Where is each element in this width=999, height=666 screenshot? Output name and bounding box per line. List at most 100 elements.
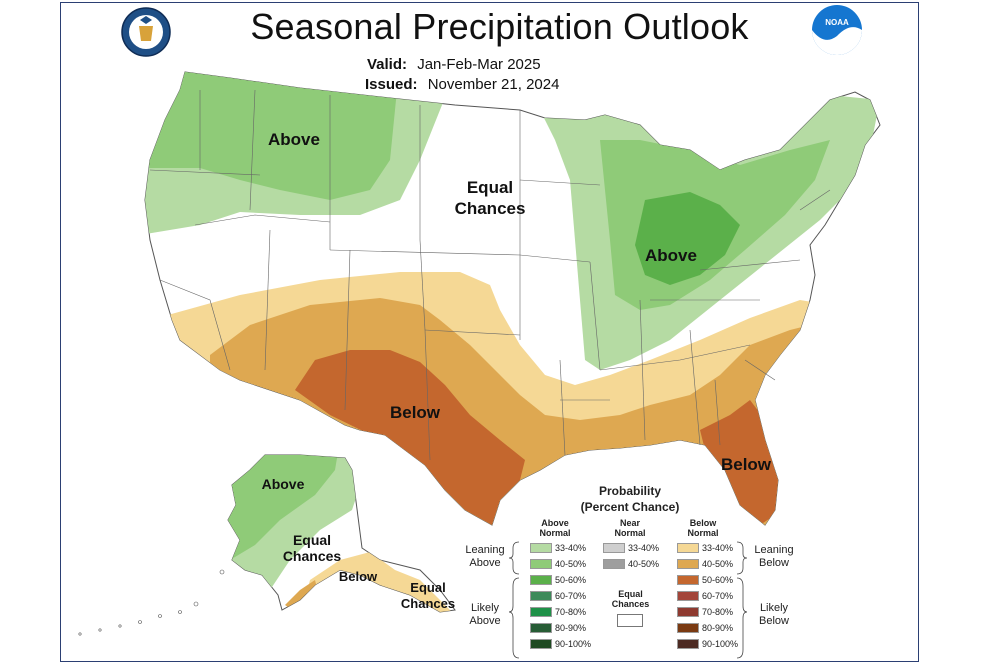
label-ak-above: Above [262,476,305,492]
legend-leaning-above-1: Leaning [465,544,505,556]
legend-below-row: 50-60% [677,574,733,586]
legend-below-label: 70-80% [702,607,734,617]
legend-below-row: 90-100% [677,638,738,650]
legend-above-label: 60-70% [555,591,587,601]
legend-below-header-1: Below [689,518,717,528]
issued-value: November 21, 2024 [427,76,560,93]
noaa-logo-icon: NOAA [812,5,862,55]
legend-below-row: 33-40% [677,542,733,554]
issued-line: Issued: November 21, 2024 [365,76,559,93]
legend-below-label: 50-60% [702,575,734,585]
legend-leaning-above: Leaning Above [455,544,515,570]
legend-above-row: 50-60% [530,574,586,586]
alaska [78,454,456,636]
legend-leaning-below-1: Leaning [754,544,794,556]
legend-likely-below-1: Likely [759,602,789,614]
legend-equal-chances: Equal Chances [603,589,658,609]
legend-above-swatch [530,607,552,617]
legend-near-header-2: Normal [614,528,646,538]
legend-above-header-2: Normal [539,528,571,538]
legend-likely-below: Likely Below [743,602,805,628]
label-aleutian-equal-2: Chances [401,596,455,611]
legend-below-swatch [677,639,699,649]
legend-above-label: 70-80% [555,607,587,617]
legend-title-2: (Percent Chance) [580,500,680,514]
legend-below-swatch [677,543,699,553]
legend-above-swatch [530,623,552,633]
region-nw-above-40 [145,72,400,200]
legend-leaning-above-2: Above [469,557,501,569]
legend-title-1: Probability [598,484,661,498]
legend-likely-above-1: Likely [470,602,500,614]
legend-below-swatch [677,559,699,569]
legend-above-label: 33-40% [555,543,587,553]
commerce-seal-icon [121,7,171,57]
legend-above-swatch [530,559,552,569]
legend-below-label: 80-90% [702,623,734,633]
label-ak-equal-1: Equal [293,532,331,548]
legend-above-header-1: Above [541,518,569,528]
label-south-below: Below [390,403,441,422]
legend-above-swatch [530,575,552,585]
legend-equal-chances-swatch [617,614,643,627]
legend-below-header-2: Normal [687,528,719,538]
region-florida-below-50 [700,400,780,525]
legend-below-swatch [677,607,699,617]
label-gl-above: Above [645,246,697,265]
region-ak-above-40 [228,455,340,560]
legend-above-row: 70-80% [530,606,586,618]
legend-above-swatch [530,639,552,649]
legend-near-label: 40-50% [628,559,660,569]
legend-below-row: 70-80% [677,606,733,618]
legend: Probability (Percent Chance) Above Norma… [455,482,805,662]
legend-near-swatch [603,559,625,569]
legend-leaning-below: Leaning Below [743,544,805,570]
legend-near-row: 40-50% [603,558,659,570]
legend-braces [508,541,748,659]
legend-below-swatch [677,591,699,601]
legend-above-header: Above Normal [525,518,585,538]
label-ak-equal-2: Chances [283,548,342,564]
issued-label: Issued: [365,76,418,93]
region-gl-above-50 [635,192,740,285]
valid-value: Jan-Feb-Mar 2025 [417,56,541,73]
legend-equal-chances-2: Chances [611,599,650,609]
legend-above-label: 90-100% [555,639,592,649]
page-title: Seasonal Precipitation Outlook [250,6,749,47]
legend-near-label: 33-40% [628,543,660,553]
legend-below-label: 90-100% [702,639,739,649]
legend-above-row: 80-90% [530,622,586,634]
label-ak-below: Below [339,569,378,584]
legend-above-swatch [530,591,552,601]
legend-above-row: 60-70% [530,590,586,602]
legend-near-header-1: Near [619,518,640,528]
legend-below-swatch [677,575,699,585]
valid-label: Valid: [367,56,408,73]
legend-below-row: 80-90% [677,622,733,634]
region-south-below-50 [295,350,525,525]
legend-near-swatch [603,543,625,553]
legend-below-swatch [677,623,699,633]
aleutian-islands [78,569,225,636]
legend-below-label: 40-50% [702,559,734,569]
legend-likely-below-2: Below [759,615,789,627]
noaa-logo-text: NOAA [825,18,849,27]
legend-above-swatch [530,543,552,553]
state-borders [149,89,831,461]
legend-leaning-below-2: Below [759,557,789,569]
legend-above-label: 40-50% [555,559,587,569]
label-florida-below: Below [721,455,772,474]
legend-above-row: 90-100% [530,638,591,650]
legend-above-label: 50-60% [555,575,587,585]
legend-near-row: 33-40% [603,542,659,554]
legend-above-row: 40-50% [530,558,586,570]
legend-above-row: 33-40% [530,542,586,554]
legend-likely-above: Likely Above [455,602,515,628]
legend-equal-chances-1: Equal [618,589,643,599]
legend-above-label: 80-90% [555,623,587,633]
legend-below-label: 60-70% [702,591,734,601]
legend-below-row: 60-70% [677,590,733,602]
legend-likely-above-2: Above [469,615,501,627]
label-equal-chances-1: Equal [467,178,513,197]
